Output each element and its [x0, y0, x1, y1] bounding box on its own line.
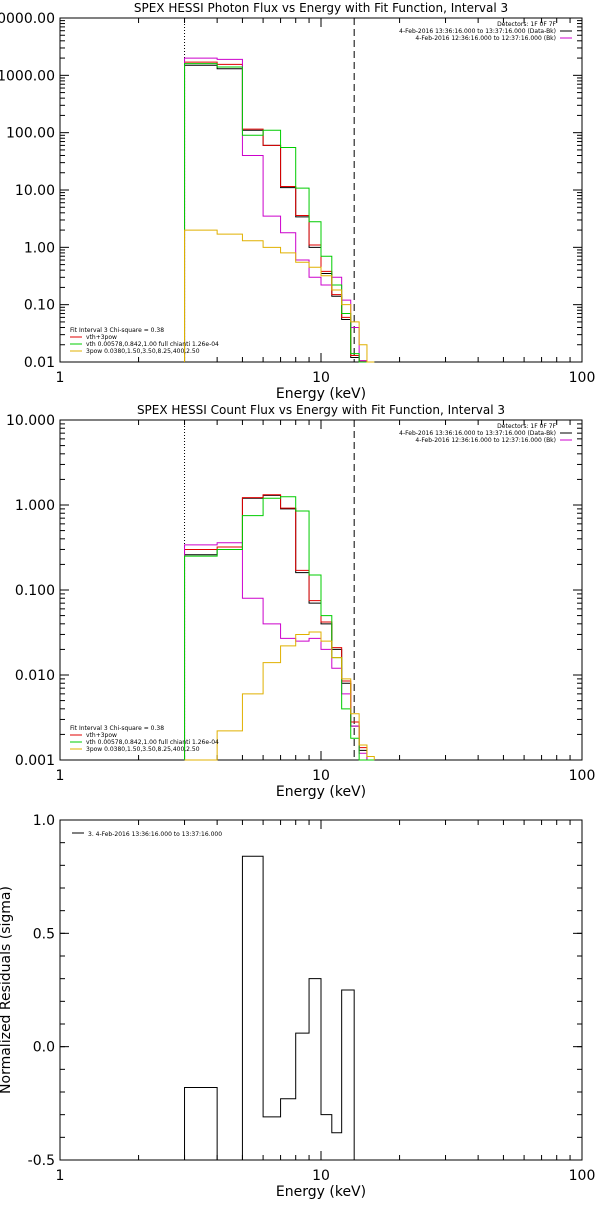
x-tick-label: 10	[312, 1168, 330, 1184]
y-tick-label: 0.0	[33, 1040, 55, 1056]
series-orange-histogram	[184, 631, 375, 761]
fit-legend-entry: 3pow 0.0380,1.50,3.50,8.25,400,2.50	[86, 348, 200, 355]
y-tick-label: 1000.00	[0, 68, 55, 84]
series-black-histogram	[184, 855, 355, 1161]
y-tick-label: -0.5	[28, 1153, 55, 1169]
x-axis-label: Energy (keV)	[276, 784, 366, 800]
series-red-histogram	[184, 61, 375, 363]
fit-legend-entry: 3pow 0.0380,1.50,3.50,8.25,400,2.50	[86, 746, 200, 753]
fit-legend-entry: vth 0.00578,0.842,1.00 full chianti 1.26…	[86, 739, 219, 746]
chart-title: SPEX HESSI Photon Flux vs Energy with Fi…	[134, 1, 508, 15]
y-tick-label: 1.000	[15, 498, 55, 514]
series-magenta-histogram	[184, 57, 375, 363]
y-tick-label: 1.00	[24, 240, 55, 256]
x-tick-label: 1	[56, 1168, 65, 1184]
y-tick-label: 0.10	[24, 298, 55, 314]
y-tick-label: 0.001	[15, 753, 55, 769]
legend-entry: 4-Feb-2016 13:36:16.000 to 13:37:16.000 …	[399, 28, 556, 35]
legend-entry: 4-Feb-2016 12:36:16.000 to 12:37:16.000 …	[415, 437, 556, 444]
legend-entry: 4-Feb-2016 13:36:16.000 to 13:37:16.000 …	[399, 430, 556, 437]
x-tick-label: 10	[312, 370, 330, 386]
legend-entry: Detectors: 1F 0F 7F	[497, 423, 556, 430]
x-tick-label: 100	[569, 1168, 596, 1184]
legend-entry: Detectors: 1F 0F 7F	[497, 21, 556, 28]
legend-entry: 4-Feb-2016 12:36:16.000 to 12:37:16.000 …	[415, 35, 556, 42]
x-tick-label: 100	[569, 768, 596, 784]
y-tick-label: 0.100	[15, 583, 55, 599]
y-tick-label: 10000.00	[0, 11, 55, 27]
x-tick-label: 100	[569, 370, 596, 386]
x-axis-label: Energy (keV)	[276, 1184, 366, 1200]
chart-panel-1: SPEX HESSI Photon Flux vs Energy with Fi…	[0, 1, 595, 402]
y-axis-label: Normalized Residuals (sigma)	[0, 886, 14, 1094]
series-magenta-histogram	[184, 542, 375, 761]
y-tick-label: 10.000	[6, 413, 55, 429]
x-tick-label: 10	[312, 768, 330, 784]
chart-title: SPEX HESSI Count Flux vs Energy with Fit…	[137, 403, 505, 417]
x-tick-label: 1	[56, 768, 65, 784]
x-axis-label: Energy (keV)	[276, 386, 366, 402]
series-green-histogram	[184, 63, 375, 363]
fit-legend-entry: vth+3pow	[86, 732, 117, 739]
chart-panel-3: 1 10 100 Energy (keV) -0.5 0.0 0.5 1.0 Normalize…	[0, 813, 595, 1200]
fit-legend-entry: vth 0.00578,0.842,1.00 full chianti 1.26…	[86, 341, 219, 348]
series-red-histogram	[184, 494, 375, 761]
chart-panel-2: SPEX HESSI Count Flux vs Energy with Fit…	[6, 403, 595, 800]
plot-frame	[59, 17, 583, 363]
y-tick-label: 1.0	[33, 813, 55, 829]
series-orange-histogram	[184, 229, 375, 363]
y-tick-label: 0.5	[33, 926, 55, 942]
fit-legend-entry: Fit Interval 3 Chi-square = 0.38	[70, 725, 164, 732]
legend-entry: 3. 4-Feb-2016 13:36:16.000 to 13:37:16.0…	[88, 831, 222, 838]
fit-legend-entry: Fit Interval 3 Chi-square = 0.38	[70, 327, 164, 334]
x-tick-label: 1	[56, 370, 65, 386]
fit-legend-entry: vth+3pow	[86, 334, 117, 341]
series-green-histogram	[184, 496, 375, 761]
y-tick-label: 0.01	[24, 355, 55, 371]
y-tick-label: 0.010	[15, 668, 55, 684]
y-tick-label: 10.00	[15, 183, 55, 199]
y-tick-label: 100.00	[6, 126, 55, 142]
series-black-histogram	[184, 494, 375, 761]
